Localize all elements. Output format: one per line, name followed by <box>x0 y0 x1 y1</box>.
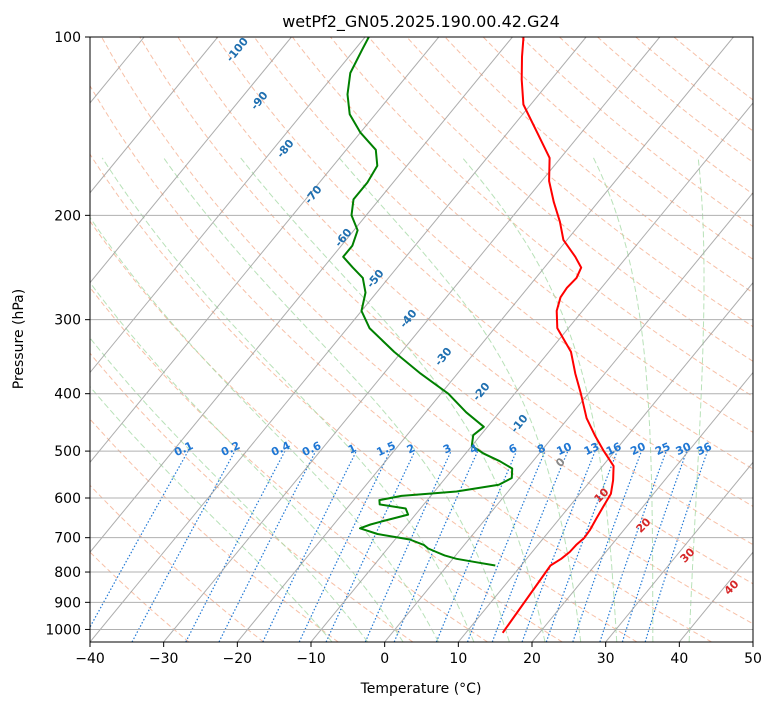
mixing-ratio-line <box>572 450 643 642</box>
dry-adiabat-line <box>101 37 753 625</box>
isotherm-line <box>163 37 661 642</box>
mixing-ratio-label: 16 <box>604 440 624 458</box>
dry-adiabat-line <box>90 418 339 642</box>
mixing-ratio-line <box>621 450 688 642</box>
plot-frame <box>89 36 754 643</box>
y-tick-label: 600 <box>54 491 81 507</box>
y-tick-label: 900 <box>54 595 81 611</box>
mixing-ratio-line <box>218 450 317 642</box>
isotherm-line <box>531 371 753 642</box>
moist-adiabat-line <box>90 216 439 642</box>
background-lines <box>90 37 753 642</box>
dry-adiabat-line <box>215 37 753 507</box>
dewpoint-profile-line <box>342 37 514 567</box>
x-tick-label: −20 <box>223 651 253 667</box>
mixing-ratio-line <box>466 450 546 642</box>
chart-title: wetPf2_GN05.2025.190.00.42.G24 <box>282 12 560 32</box>
dry-adiabat-line <box>482 37 753 260</box>
isotherm-line <box>236 37 734 642</box>
mixing-ratio-label: 10 <box>555 440 575 458</box>
dry-adiabat-line <box>90 84 712 642</box>
y-tick-label: 400 <box>54 387 81 403</box>
dry-adiabat-line <box>292 37 753 433</box>
mixing-ratio-line <box>545 450 618 642</box>
y-tick-label: 100 <box>54 30 81 46</box>
axes: −40 −30 −20 −10 0 10 20 30 40 50 100 200 300 400 500 60… <box>45 30 762 667</box>
mixing-ratio-line <box>90 450 189 629</box>
y-tick-label: 500 <box>54 444 81 460</box>
isotherm-line <box>90 37 292 284</box>
mixing-ratio-label: 30 <box>674 440 694 458</box>
mixing-ratio-line <box>491 450 569 642</box>
data-lines <box>342 37 615 634</box>
isotherm-line <box>384 192 753 642</box>
y-tick-label: 800 <box>54 565 81 581</box>
temperature-profile-line <box>501 37 615 634</box>
x-axis-label: Temperature (°C) <box>360 681 482 697</box>
x-tick-label: −10 <box>296 651 326 667</box>
mixing-ratio-line <box>131 450 236 642</box>
isotherm-line <box>90 37 366 374</box>
mixing-ratio-line <box>599 450 667 642</box>
mixing-ratio-line <box>325 450 416 642</box>
x-tick-label: 0 <box>380 651 389 667</box>
isotherm-line <box>752 641 753 642</box>
mixing-ratio-label: 36 <box>695 440 715 458</box>
dry-adiabat-line <box>90 484 264 642</box>
plot-area-background <box>90 37 753 642</box>
x-tick-label: 10 <box>449 651 467 667</box>
isotherm-line <box>90 37 513 553</box>
x-tick-label: 20 <box>523 651 541 667</box>
y-axis-label: Pressure (hPa) <box>11 289 27 389</box>
dry-adiabat-line <box>559 37 753 195</box>
isotherm-line <box>605 461 753 642</box>
x-tick-label: 30 <box>597 651 615 667</box>
dry-adiabat-line <box>177 37 753 546</box>
x-tick-label: −40 <box>75 651 105 667</box>
y-tick-label: 200 <box>54 208 81 224</box>
mixing-ratio-label: 25 <box>653 440 672 458</box>
isotherm-line <box>90 37 587 642</box>
dry-adiabat-line <box>90 286 488 642</box>
x-tick-label: 40 <box>670 651 688 667</box>
isotherm-line <box>310 102 753 642</box>
y-tick-label: 700 <box>54 531 81 547</box>
dry-adiabat-line <box>139 37 753 585</box>
isotherm-line <box>90 37 440 464</box>
y-tick-label: 1000 <box>45 622 81 638</box>
mixing-ratio-line <box>435 450 518 642</box>
y-tick-label: 300 <box>54 313 81 329</box>
dry-adiabat-line <box>90 153 638 642</box>
x-tick-label: −30 <box>149 651 179 667</box>
x-tick-label: 50 <box>744 651 762 667</box>
dry-adiabat-line <box>330 37 753 398</box>
mixing-ratio-line <box>521 450 596 642</box>
mixing-ratio-label: 13 <box>582 440 601 458</box>
mixing-ratio-line <box>298 450 391 642</box>
isotherm-line <box>457 281 753 642</box>
dry-adiabat-line <box>406 37 753 328</box>
mixing-ratio-label: 20 <box>628 440 648 458</box>
moist-adiabat-line <box>101 157 475 642</box>
isotherm-line <box>90 37 219 194</box>
mixing-ratio-line <box>185 450 286 642</box>
